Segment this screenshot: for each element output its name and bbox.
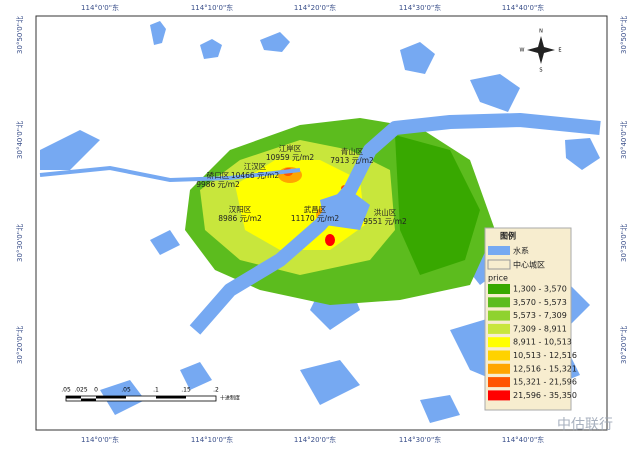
district-price: 10959 元/m2 xyxy=(266,153,315,162)
scale-label: .025 xyxy=(74,387,88,394)
legend-title: 图例 xyxy=(500,231,516,241)
legend-water: 水系 xyxy=(513,246,529,256)
compass-letter: N xyxy=(539,29,543,35)
district-name: 江岸区 xyxy=(279,144,302,153)
scale-label: .1 xyxy=(153,387,159,394)
lat-label: 30°40'0"北 xyxy=(620,121,628,159)
lon-label: 114°40'0"东 xyxy=(502,3,544,12)
scale-label: .05 xyxy=(121,387,131,394)
lon-label: 114°30'0"东 xyxy=(399,435,441,444)
district-name: 青山区 xyxy=(341,146,364,156)
lon-label: 114°30'0"东 xyxy=(399,3,441,12)
legend-label: 10,513 - 12,516 xyxy=(513,351,577,360)
lat-label: 30°20'0"北 xyxy=(620,326,628,364)
area-high xyxy=(235,160,365,250)
district-name: 硚口区 xyxy=(207,171,230,180)
compass-letter: E xyxy=(558,48,561,54)
legend-swatch xyxy=(488,310,510,321)
legend-swatch xyxy=(488,323,510,334)
district-price: 9986 元/m2 xyxy=(196,180,240,189)
lon-label: 114°20'0"东 xyxy=(294,3,336,12)
lon-label: 114°10'0"东 xyxy=(191,3,233,12)
legend-swatch xyxy=(488,350,510,361)
legend-label: 3,570 - 5,573 xyxy=(513,298,567,307)
legend-swatch xyxy=(488,297,510,308)
legend-label: 12,516 - 15,321 xyxy=(513,364,577,373)
district-price: 9551 元/m2 xyxy=(363,217,407,226)
watermark: 中估联行 xyxy=(557,417,613,433)
legend-swatch xyxy=(488,337,510,348)
compass-letter: S xyxy=(539,68,542,74)
district-name: 汉阳区 xyxy=(229,205,252,214)
legend-label: 7,309 - 8,911 xyxy=(513,324,567,333)
district-name: 江汉区 xyxy=(244,162,267,171)
legend-label: 15,321 - 21,596 xyxy=(513,378,577,387)
lat-label: 30°50'0"北 xyxy=(620,16,628,54)
lon-label: 114°0'0"东 xyxy=(81,435,119,444)
legend-swatch xyxy=(488,377,510,388)
district-price: 11170 元/m2 xyxy=(291,214,340,223)
legend-label: 8,911 - 10,513 xyxy=(513,338,572,347)
east-lake xyxy=(320,190,370,230)
district-price: 10466 元/m2 xyxy=(231,171,280,180)
lat-label: 30°50'0"北 xyxy=(16,16,24,54)
lon-label: 114°10'0"东 xyxy=(191,435,233,444)
area-low xyxy=(395,135,480,275)
legend-label: 1,300 - 3,570 xyxy=(513,285,567,294)
compass: N S E W xyxy=(520,29,562,74)
legend-center: 中心城区 xyxy=(513,260,545,270)
scale-unit: 十进制度 xyxy=(220,395,240,402)
district-name: 武昌区 xyxy=(304,204,327,214)
legend-center-swatch xyxy=(487,259,511,270)
scale-label: 0 xyxy=(94,387,98,394)
scale-label: .05 xyxy=(61,387,71,394)
scale-bar xyxy=(65,395,217,402)
district-name: 洪山区 xyxy=(374,207,397,217)
lon-label: 114°0'0"东 xyxy=(81,3,119,12)
lon-label: 114°20'0"东 xyxy=(294,435,336,444)
lat-label: 30°30'0"北 xyxy=(16,224,24,262)
lat-label: 30°40'0"北 xyxy=(16,121,24,159)
scale-label: .15 xyxy=(181,387,191,394)
lat-label: 30°30'0"北 xyxy=(620,224,628,262)
scale-label: .2 xyxy=(213,387,219,394)
district-price: 7913 元/m2 xyxy=(330,156,374,165)
lat-label: 30°20'0"北 xyxy=(16,326,24,364)
legend-field: price xyxy=(488,274,508,283)
legend-swatch xyxy=(488,390,510,401)
legend-water-swatch xyxy=(488,246,510,255)
compass-letter: W xyxy=(520,48,525,54)
legend-label: 5,573 - 7,309 xyxy=(513,311,567,320)
han-river xyxy=(39,165,301,183)
district-price: 8986 元/m2 xyxy=(218,214,262,223)
legend-swatch xyxy=(488,363,510,374)
yangtze-river xyxy=(189,113,601,335)
legend-swatch xyxy=(488,284,510,294)
legend-label: 21,596 - 35,350 xyxy=(513,391,577,400)
lon-label: 114°40'0"东 xyxy=(502,435,544,444)
